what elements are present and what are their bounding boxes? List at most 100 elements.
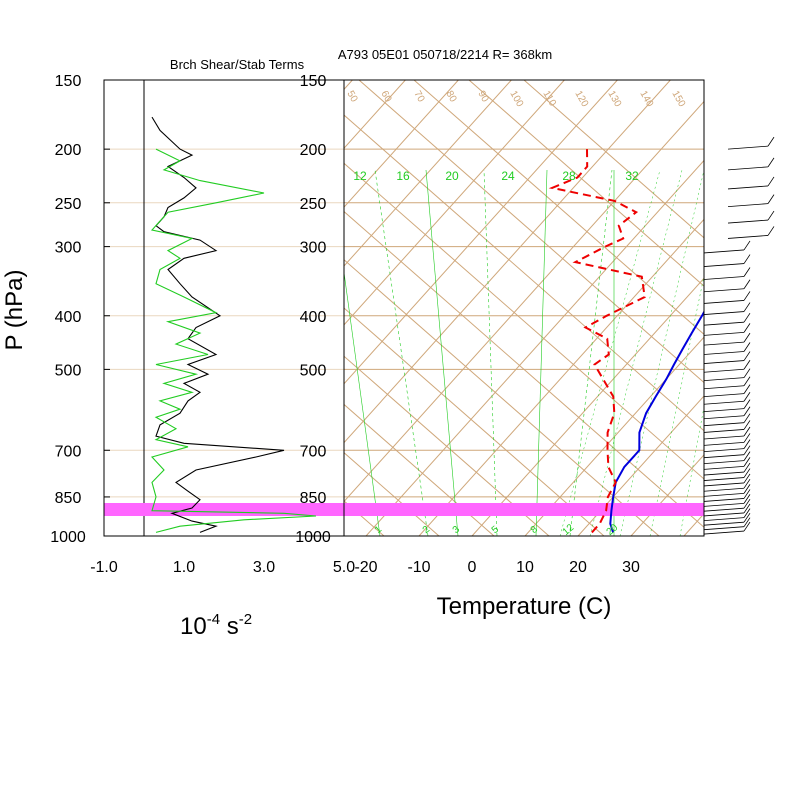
wind-barb-flag: [743, 494, 751, 504]
mixing-ratio-line: [535, 169, 548, 536]
wind-barb-flag: [743, 508, 751, 518]
dry-adiabat-line: [0, 80, 274, 536]
isotherm-label: 60: [378, 89, 393, 105]
isotherm-line: [344, 80, 618, 385]
isotherm-line: [524, 336, 704, 536]
wind-barb-flag: [743, 279, 751, 289]
wind-barb-flag: [743, 302, 751, 312]
wind-barb-flag: [743, 433, 751, 443]
dry-adiabat-line: [0, 80, 329, 536]
left-panel-title: Brch Shear/Stab Terms: [170, 57, 305, 72]
wind-barb-flag: [743, 457, 751, 467]
wind-barb-flag: [743, 503, 751, 514]
wind-barb-flag: [743, 332, 751, 343]
wind-barb: [703, 263, 745, 267]
wind-barb-flag: [743, 312, 751, 323]
dry-adiabat-line: [344, 114, 704, 432]
mixing-ratio-label: 20: [445, 169, 459, 183]
left-x-tick-label: 3.0: [253, 559, 275, 576]
isotherm-line: [577, 395, 704, 536]
wind-barb: [703, 517, 745, 522]
mixing-ratio-label-bottom: 2: [421, 524, 433, 536]
pressure-tick-label-left: 500: [55, 362, 82, 379]
wind-barb: [727, 203, 769, 207]
wind-barb: [727, 185, 769, 190]
pressure-tick-label-mid: 250: [300, 196, 327, 213]
pressure-tick-label-left: 250: [55, 196, 82, 213]
wind-barb-flag: [767, 157, 775, 168]
wind-barb: [727, 219, 769, 224]
isotherm-line: [0, 80, 299, 536]
wind-barb-flag: [743, 426, 751, 437]
wind-barb-flag: [743, 468, 751, 478]
pressure-tick-label-left: 150: [55, 73, 82, 90]
dry-adiabat-line: [0, 80, 219, 536]
pressure-tick-label-left: 700: [55, 443, 82, 460]
dry-adiabat-line: [344, 403, 495, 536]
right-panel-frame: [343, 79, 705, 537]
temp-x-tick-label: 0: [468, 559, 477, 576]
highlight-band: [104, 503, 704, 516]
wind-barb: [703, 249, 745, 254]
temp-x-tick-label: 30: [622, 559, 640, 576]
wind-barb: [703, 429, 745, 433]
wind-barb-flag: [767, 194, 775, 204]
isotherm-line: [790, 80, 800, 536]
isotherm-label: 150: [669, 89, 687, 109]
wind-barb: [703, 408, 745, 413]
dry-adiabat-line: [344, 162, 704, 480]
pressure-tick-label-left: 300: [55, 240, 82, 257]
dewpoint-line: [548, 149, 646, 534]
dry-adiabat-line: [344, 259, 660, 536]
wind-barb-flag: [743, 498, 751, 509]
wind-barb: [703, 331, 745, 336]
pressure-tick-label-mid: 150: [300, 73, 327, 90]
wind-barb-flag: [743, 478, 751, 489]
wind-barb-flag: [743, 413, 751, 423]
moist-adiabat-line: [559, 169, 661, 536]
wind-barb: [703, 512, 745, 517]
isotherm-line: [344, 80, 565, 326]
wind-barb: [703, 477, 745, 481]
wind-barb: [703, 526, 745, 531]
mixing-ratio-label: 12: [353, 169, 367, 183]
wind-barb: [727, 166, 769, 171]
mixing-ratio-line: [483, 169, 498, 536]
wind-barb-flag: [743, 420, 751, 430]
chart-title: A793 05E01 050718/2214 R= 368km: [338, 47, 552, 62]
wind-barb: [703, 482, 745, 487]
sounding-series: [548, 149, 704, 534]
wind-barb-flag: [743, 489, 751, 499]
isotherm-label: 120: [572, 89, 590, 109]
pressure-tick-label-left: 400: [55, 309, 82, 326]
mixing-ratio-label: 32: [625, 169, 639, 183]
isotherm-label: 80: [443, 89, 458, 105]
isotherm-label: 140: [637, 89, 655, 109]
wind-barb: [703, 507, 745, 512]
shear-term-line: [150, 148, 317, 533]
wind-barb-flag: [743, 512, 751, 523]
pressure-tick-label-mid: 500: [300, 362, 327, 379]
wind-barb: [703, 454, 745, 459]
left-x-tick-label: -1.0: [90, 559, 118, 576]
left-x-tick-label: 5.0: [333, 559, 355, 576]
wind-barb-flag: [743, 351, 751, 361]
isotherm-line: [344, 80, 512, 267]
wind-barb: [703, 311, 745, 315]
wind-barb: [703, 442, 745, 446]
dry-adiabat-line: [468, 80, 704, 287]
wind-barb-flag: [743, 291, 751, 301]
left-panel-series: [150, 116, 317, 533]
panel-frames: [103, 79, 705, 537]
mixing-ratio-label-bottom: 1: [373, 524, 385, 536]
wind-barb-flag: [743, 240, 751, 251]
isotherm-label: 70: [411, 89, 426, 105]
moist-adiabat-line: [649, 274, 704, 536]
wind-barb-flag: [743, 521, 751, 532]
temp-x-tick-label: 10: [516, 559, 534, 576]
highlight-band-layer: [104, 503, 704, 516]
wind-barb: [703, 466, 745, 470]
dry-adiabat-line: [344, 307, 605, 536]
mixing-ratio-line: [425, 169, 459, 536]
